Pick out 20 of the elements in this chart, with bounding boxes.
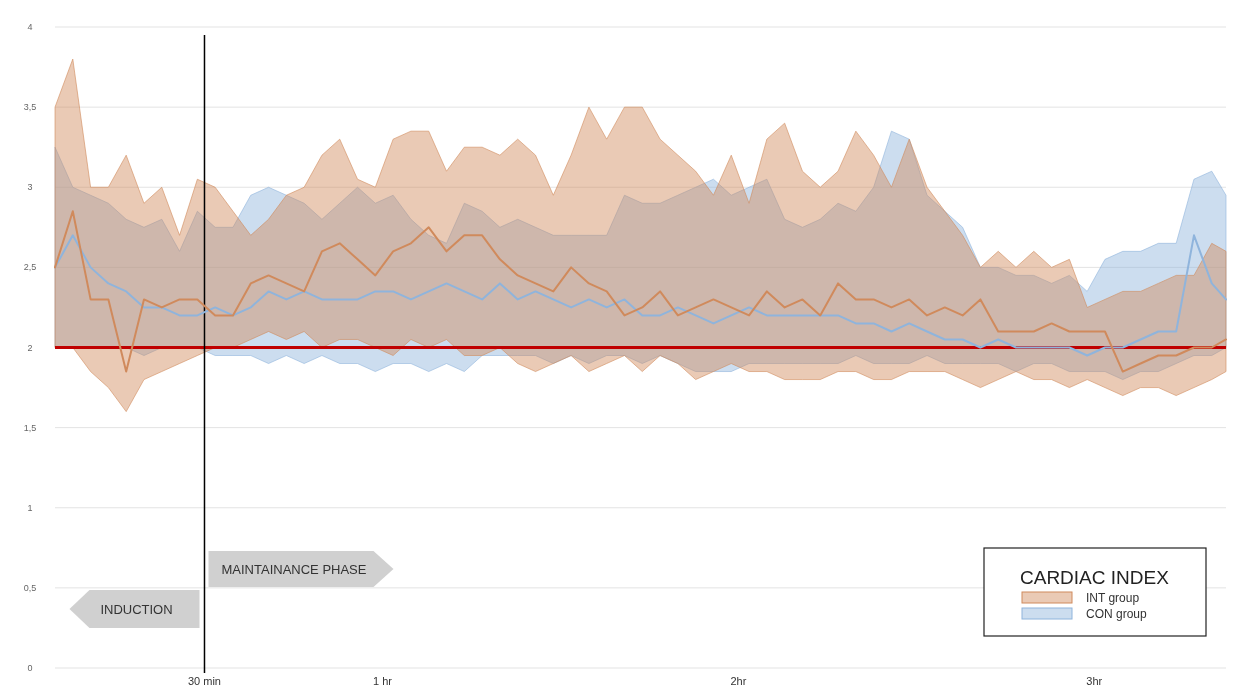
y-tick-label: 2 bbox=[27, 342, 33, 353]
x-tick-label: 2hr bbox=[730, 675, 747, 687]
y-tick-label: 3,5 bbox=[23, 102, 37, 113]
ref-line-label: 30 min bbox=[187, 675, 221, 687]
legend-title: CARDIAC INDEX bbox=[1020, 567, 1170, 588]
annotation: MAINTAINANCE PHASE bbox=[221, 562, 367, 577]
legend-label: CON group bbox=[1086, 607, 1148, 621]
y-tick-label: 2,5 bbox=[23, 262, 37, 273]
legend-label: INT group bbox=[1086, 591, 1140, 605]
y-tick-label: 1,5 bbox=[23, 422, 37, 433]
x-tick-label: 1 hr bbox=[372, 675, 393, 687]
y-tick-label: 4 bbox=[27, 22, 33, 32]
x-tick-label: 3hr bbox=[1086, 675, 1103, 687]
y-tick-label: 3 bbox=[27, 182, 33, 193]
line-series bbox=[54, 210, 1227, 373]
line-series bbox=[54, 234, 1227, 357]
y-tick-label: 1 bbox=[27, 502, 33, 513]
annotation: INDUCTION bbox=[100, 602, 173, 617]
y-tick-label: 0 bbox=[27, 663, 33, 673]
y-tick-label: 0,5 bbox=[23, 582, 37, 593]
